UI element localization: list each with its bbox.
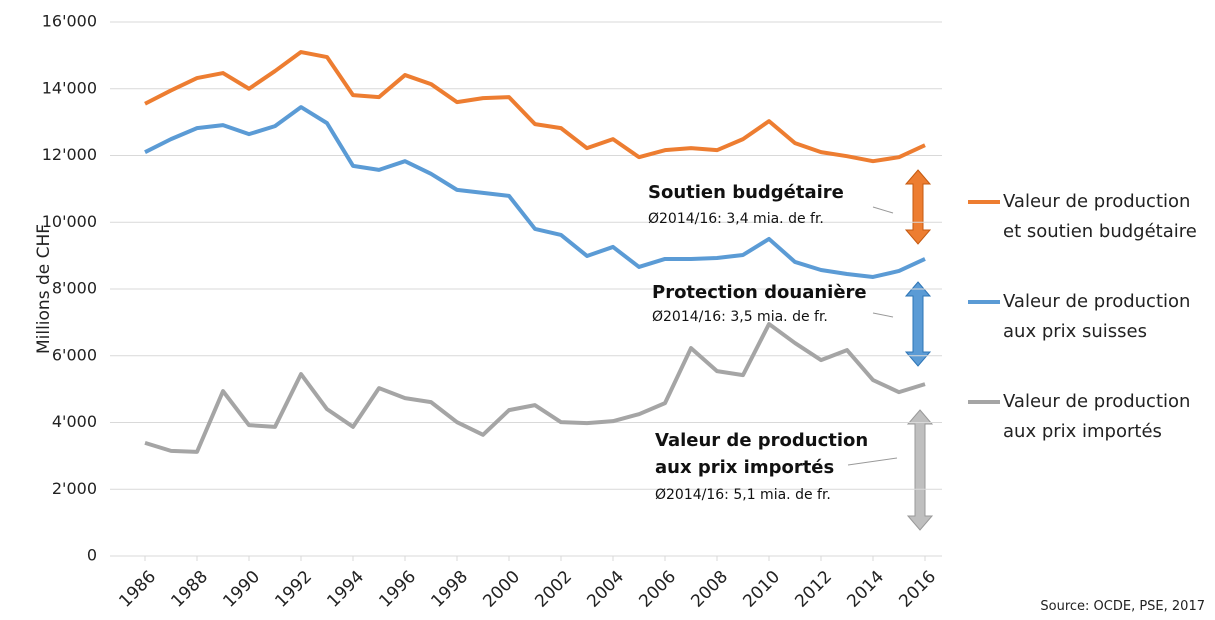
series-line [144, 50, 926, 164]
source: Source: OCDE, PSE, 2017 [1040, 599, 1205, 614]
annotation-title: Soutien budgétaire [648, 182, 844, 203]
span-arrows [847, 169, 934, 531]
y-axis-label: Millions de CHF [34, 224, 54, 354]
y-tick-label: 12'000 [42, 145, 97, 164]
x-tick-label: 2010 [739, 567, 784, 612]
x-tick-label: 2016 [895, 567, 940, 612]
annotation-text: Ø2014/16: 3,5 mia. de fr. [652, 309, 828, 325]
y-tick-label: 2'000 [52, 479, 97, 498]
y-tick-label: 6'000 [52, 345, 97, 364]
legend-label: Valeur de production aux prix suisses [1003, 291, 1191, 342]
x-tick-label: 1996 [375, 567, 420, 612]
legend-label: Valeur de production et soutien budgétai… [1003, 191, 1197, 242]
x-tick-label: 2004 [583, 567, 628, 612]
annotation-title: Protection douanière [652, 282, 867, 303]
x-tick-label: 1992 [271, 567, 316, 612]
annotation-title: Valeur de production aux prix importés [655, 430, 869, 478]
series-line [144, 105, 926, 279]
legend-label: Valeur de production aux prix importés [1003, 391, 1191, 442]
x-tick-label: 1994 [323, 567, 368, 612]
annotation-text: Ø2014/16: 5,1 mia. de fr. [655, 487, 831, 503]
y-tick-label: 0 [87, 546, 97, 565]
y-tick-label: 8'000 [52, 279, 97, 298]
x-tick-label: 1990 [219, 567, 264, 612]
y-tick-label: 16'000 [42, 12, 97, 31]
x-tick-label: 2006 [635, 567, 680, 612]
x-tick-label: 1998 [427, 567, 472, 612]
y-tick-label: 10'000 [42, 212, 97, 231]
x-tick-label: 1986 [115, 567, 160, 612]
x-tick-label: 2014 [843, 567, 888, 612]
y-tick-label: 14'000 [42, 78, 97, 97]
series-line [144, 322, 926, 454]
x-tick-label: 1988 [167, 567, 212, 612]
x-tick-label: 2012 [791, 567, 836, 612]
y-tick-label: 4'000 [52, 412, 97, 431]
annotation-text: Ø2014/16: 3,4 mia. de fr. [648, 211, 824, 227]
x-tick-label: 2002 [531, 567, 576, 612]
x-tick-label: 2000 [479, 567, 524, 612]
x-tick-label: 2008 [687, 567, 732, 612]
